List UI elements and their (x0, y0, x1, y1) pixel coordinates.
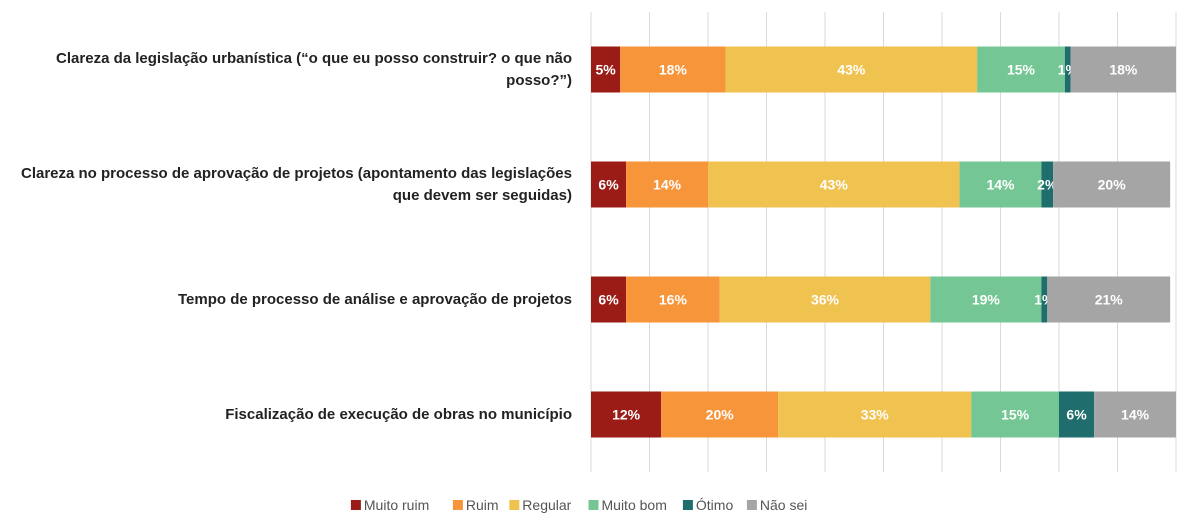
value-label: 14% (986, 177, 1015, 193)
value-label: 43% (820, 177, 849, 193)
value-label: 36% (811, 292, 840, 308)
category-label: Clareza no processo de aprovação de proj… (20, 164, 572, 204)
bar-segment (591, 161, 627, 208)
bar-segment (591, 46, 621, 93)
legend-label: Regular (522, 497, 571, 513)
value-label: 18% (1109, 62, 1138, 78)
value-label: 6% (598, 177, 619, 193)
value-label: 12% (612, 407, 641, 423)
bar-segment (1059, 391, 1095, 438)
legend-label: Não sei (760, 497, 807, 513)
value-label: 18% (659, 62, 688, 78)
bar-segment (708, 161, 960, 208)
value-label: 20% (1098, 177, 1127, 193)
bar-segment (1094, 391, 1176, 438)
legend-label: Muito ruim (364, 497, 429, 513)
value-label: 6% (598, 292, 619, 308)
legend-swatch (682, 500, 693, 510)
value-label: 14% (653, 177, 682, 193)
legend-swatch (509, 500, 520, 510)
bar-segment (661, 391, 779, 438)
value-label: 20% (706, 407, 735, 423)
legend-label: Ótimo (696, 497, 734, 513)
value-label: 43% (837, 62, 866, 78)
bar-segment (626, 161, 708, 208)
value-label: 21% (1095, 292, 1124, 308)
value-label: 14% (1121, 407, 1150, 423)
bar-segment (591, 276, 627, 323)
value-label: 15% (1007, 62, 1036, 78)
bar-segment (591, 391, 662, 438)
bar-segment (930, 276, 1042, 323)
bar-segment (1047, 276, 1171, 323)
bar-segment (626, 276, 720, 323)
value-label: 6% (1066, 407, 1087, 423)
value-label: 15% (1001, 407, 1030, 423)
bar-segment (971, 391, 1059, 438)
legend-label: Ruim (466, 497, 499, 513)
bar-segment (725, 46, 978, 93)
bar-segment (1070, 46, 1176, 93)
category-label: Clareza da legislação urbanística (“o qu… (56, 49, 572, 89)
bar-segment (778, 391, 972, 438)
legend-label: Muito bom (602, 497, 667, 513)
bar-segment (1041, 161, 1054, 208)
legend-swatch (746, 500, 757, 510)
bar-segment (719, 276, 931, 323)
bar-segment (977, 46, 1065, 93)
category-label: Tempo de processo de análise e aprovação… (177, 290, 572, 308)
bar-segment (1041, 276, 1048, 323)
legend-swatch (350, 500, 361, 510)
value-label: 2% (1037, 177, 1058, 193)
legend-swatch (588, 500, 599, 510)
category-label: Fiscalização de execução de obras no mun… (225, 405, 572, 423)
legend-swatch (452, 500, 463, 510)
bar-segment (620, 46, 726, 93)
bar-segment (959, 161, 1042, 208)
bar-segment (1053, 161, 1171, 208)
value-label: 33% (861, 407, 890, 423)
bar-segment (1064, 46, 1071, 93)
value-label: 16% (659, 292, 688, 308)
value-label: 19% (972, 292, 1001, 308)
value-label: 5% (596, 62, 617, 78)
